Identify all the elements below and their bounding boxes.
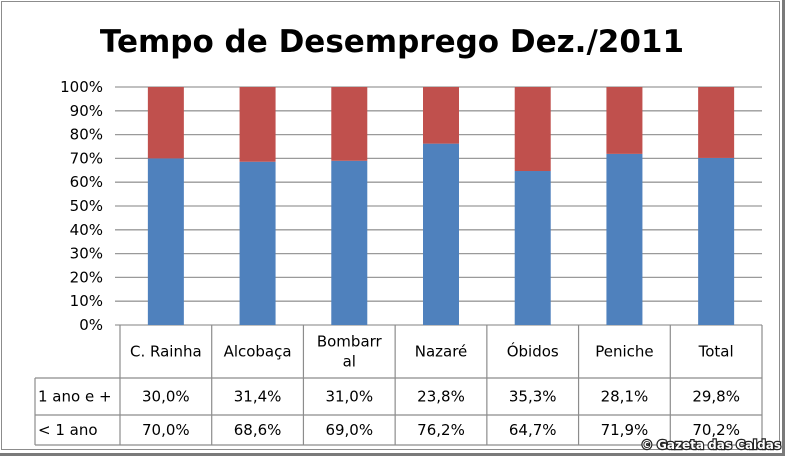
data-value-label: 23,8%: [417, 388, 465, 406]
data-value-label: 29,8%: [692, 388, 740, 406]
data-value-label: 76,2%: [417, 421, 465, 439]
chart-title: Tempo de Desemprego Dez./2011: [100, 24, 684, 60]
data-value-label: 68,6%: [234, 421, 282, 439]
chart-frame: [1, 1, 780, 450]
bar-segment-under-1-year: [606, 153, 643, 325]
bar-segment-1-year-plus: [147, 87, 184, 159]
category-label: Bombarr: [317, 333, 383, 351]
bar-segment-1-year-plus: [239, 87, 276, 162]
bar-segment-under-1-year: [423, 143, 459, 325]
y-tick-label: 90%: [70, 102, 103, 120]
category-label: al: [343, 353, 356, 371]
data-value-label: 69,0%: [325, 421, 373, 439]
y-tick-label: 40%: [70, 221, 103, 239]
y-tick-label: 0%: [79, 316, 103, 334]
bar-segment-under-1-year: [239, 161, 276, 325]
data-value-label: 31,4%: [234, 388, 282, 406]
data-value-label: 64,7%: [509, 421, 557, 439]
bar-segment-1-year-plus: [423, 87, 459, 144]
data-value-label: 70,2%: [692, 421, 740, 439]
data-value-label: 28,1%: [601, 388, 649, 406]
bar-segment-under-1-year: [698, 157, 735, 325]
data-value-label: 30,0%: [142, 388, 190, 406]
category-label: C. Rainha: [130, 343, 202, 361]
data-value-label: 70,0%: [142, 421, 190, 439]
data-table: C. Rainha Alcobaça Bombarr al Nazaré Óbidos Pe…: [34, 325, 763, 446]
bar-segment-1-year-plus: [514, 87, 551, 172]
y-tick-label: 30%: [70, 245, 103, 263]
y-tick-label: 60%: [70, 173, 103, 191]
y-tick-label: 100%: [60, 78, 103, 96]
y-tick-label: 70%: [70, 149, 103, 167]
bars: [147, 87, 735, 325]
y-tick-label: 50%: [70, 197, 103, 215]
data-value-label: 71,9%: [601, 421, 649, 439]
bar-segment-under-1-year: [514, 171, 551, 325]
category-label: Alcobaça: [224, 343, 292, 361]
data-value-label: 31,0%: [325, 388, 373, 406]
series-label: 1 ano e +: [38, 388, 112, 406]
bar-segment-1-year-plus: [331, 87, 368, 161]
category-label: Nazaré: [415, 343, 468, 361]
y-tick-label: 80%: [70, 126, 103, 144]
data-value-label: 35,3%: [509, 388, 557, 406]
watermark: © Gazeta das Caldas: [641, 438, 781, 452]
category-label: Peniche: [595, 343, 653, 361]
category-label: Total: [698, 343, 734, 361]
bar-segment-1-year-plus: [698, 87, 735, 158]
bar-segment-under-1-year: [331, 160, 368, 325]
bar-segment-under-1-year: [147, 158, 184, 325]
y-axis-ticks: 0% 10% 20% 30% 40% 50% 60% 70% 80% 90% 100%: [60, 78, 103, 334]
y-tick-label: 20%: [70, 268, 103, 286]
series-label: < 1 ano: [38, 421, 98, 439]
category-label: Óbidos: [507, 342, 559, 361]
bar-segment-1-year-plus: [606, 87, 643, 154]
y-tick-label: 10%: [70, 292, 103, 310]
